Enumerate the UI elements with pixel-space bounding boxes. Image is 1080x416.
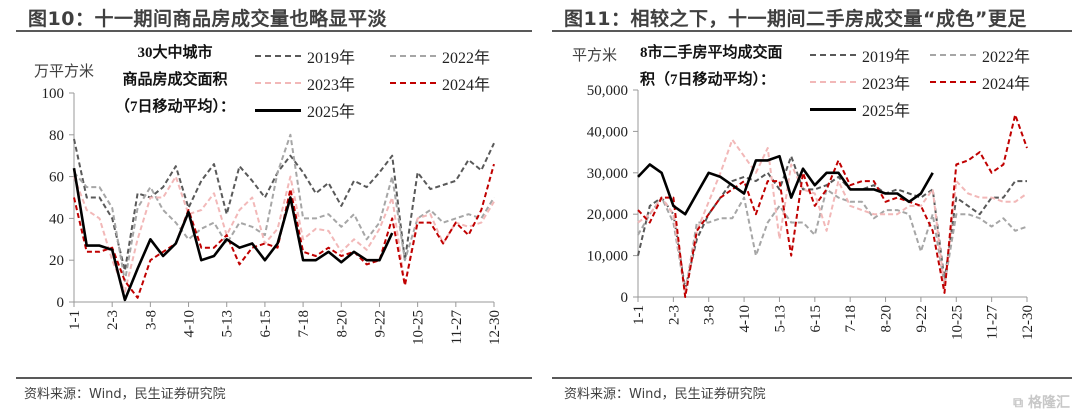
legend-label: 2024年 <box>982 76 1031 93</box>
chart-right: 0 10,000 20,000 30,000 40,000 50,000 1-1 2-3 3-8… <box>587 83 1036 340</box>
legend-label: 2023年 <box>307 77 356 94</box>
legend-swatch <box>810 54 856 56</box>
source-note: 资料来源：Wind，民生证券研究院 <box>24 387 226 402</box>
x-tick-label: 7-18 <box>296 310 312 338</box>
legend-2022: 2022年 <box>390 44 490 68</box>
x-tick-label: 11-27 <box>449 310 465 345</box>
legend-swatch <box>255 82 301 84</box>
x-tick-label: 9-22 <box>914 305 930 333</box>
legend-2024: 2024年 <box>390 71 490 95</box>
x-tick-label: 6-15 <box>258 310 274 338</box>
legend-2024: 2024年 <box>930 70 1030 94</box>
series-line-2024 <box>637 113 1028 298</box>
x-tick-label: 4-10 <box>737 305 753 333</box>
y-axis-unit: 平方米 <box>572 46 618 64</box>
series-line-2025 <box>72 167 394 302</box>
legend-swatch <box>255 108 301 112</box>
legend-2019: 2019年 <box>810 43 910 67</box>
title-divider <box>552 30 1072 32</box>
series-line-2023 <box>73 175 495 293</box>
y-tick-label: 60 <box>49 170 64 186</box>
x-tick-label: 1-1 <box>67 310 83 330</box>
y-tick-label: 50,000 <box>587 83 628 99</box>
y-tick-label: 0 <box>621 290 629 306</box>
legend-2025: 2025年 <box>255 98 355 122</box>
watermark-logo: ⧉ 格隆汇 <box>1013 395 1070 411</box>
x-tick-label: 12-30 <box>487 310 503 345</box>
legend-label: 2024年 <box>442 77 491 94</box>
footer-divider <box>552 377 1072 379</box>
y-tick-label: 80 <box>49 128 64 144</box>
x-tick-label: 8-20 <box>334 310 350 338</box>
desc-line: 8市二手房平均成交面 <box>640 45 783 61</box>
x-tick-label: 4-10 <box>182 310 198 338</box>
desc-line: 商品房成交面积 <box>122 72 228 88</box>
legend-swatch <box>390 82 436 84</box>
y-tick-label: 30,000 <box>587 166 628 182</box>
x-tick-label: 5-13 <box>772 305 788 333</box>
legend-swatch <box>930 54 976 56</box>
x-tick-label: 1-1 <box>631 305 647 325</box>
series-line-2025 <box>637 154 934 216</box>
legend-label: 2022年 <box>982 49 1031 66</box>
desc-line: （7日移动平均）： <box>115 99 236 115</box>
chart-left: 0 20 40 60 80 100 1-1 2-3 3-8 4-10 5-13 6-15 7-18 8-2… <box>42 86 504 345</box>
watermark-text: 格隆汇 <box>1028 395 1070 411</box>
x-tick-label: 9-22 <box>372 310 388 338</box>
y-tick-label: 40,000 <box>587 124 628 140</box>
footer-divider <box>16 377 532 379</box>
y-tick-label: 40 <box>49 211 64 227</box>
legend-swatch <box>255 55 301 57</box>
legend-swatch <box>810 107 856 111</box>
x-tick-label: 10-25 <box>949 305 965 340</box>
x-tick-label: 12-30 <box>1020 305 1036 340</box>
y-tick-label: 0 <box>57 295 65 311</box>
x-tick-label: 7-18 <box>843 305 859 333</box>
y-tick-label: 20,000 <box>587 207 628 223</box>
y-axis-unit: 万平方米 <box>34 62 95 80</box>
series-line-2019 <box>637 155 1027 290</box>
legend-swatch <box>810 81 856 83</box>
chart-description: 8市二手房平均成交面 积（7日移动平均）： <box>640 40 783 94</box>
x-tick-label: 5-13 <box>220 310 236 338</box>
legend-2022: 2022年 <box>930 43 1030 67</box>
desc-line: 积（7日移动平均）： <box>640 72 776 88</box>
legend-label: 2019年 <box>307 50 356 67</box>
x-tick-label: 6-15 <box>808 305 824 333</box>
legend-label: 2019年 <box>862 49 911 66</box>
x-tick-label: 3-8 <box>702 305 718 325</box>
source-note: 资料来源：Wind，民生证券研究院 <box>564 387 766 402</box>
series-line-2024 <box>73 163 495 299</box>
x-tick-label: 11-27 <box>985 305 1001 340</box>
x-tick-label: 2-3 <box>105 310 121 330</box>
legend-swatch <box>390 55 436 57</box>
series-line-2023 <box>637 138 1028 294</box>
x-tick-label: 10-25 <box>411 310 427 345</box>
chart-description: 30大中城市 商品房成交面积 （7日移动平均）： <box>115 40 235 121</box>
legend-label: 2025年 <box>307 104 356 121</box>
x-tick-label: 8-20 <box>879 305 895 333</box>
left-figure: 图10：十一期间商品房成交量也略显平淡 0 20 40 60 80 100 1-1 2-3 3-… <box>16 8 532 402</box>
legend-label: 2022年 <box>442 50 491 67</box>
title-divider <box>16 30 532 32</box>
legend-swatch <box>930 81 976 83</box>
legend-2025: 2025年 <box>810 97 910 121</box>
legend-label: 2023年 <box>862 76 911 93</box>
figure-title: 图11：相较之下，十一期间二手房成交量“成色”更足 <box>564 8 1027 30</box>
y-tick-label: 20 <box>49 253 64 269</box>
series-line-2022 <box>73 133 495 283</box>
figure-title: 图10：十一期间商品房成交量也略显平淡 <box>28 8 387 30</box>
y-tick-label: 100 <box>42 86 65 102</box>
series-line-2019 <box>73 138 495 272</box>
y-tick-label: 10,000 <box>587 249 628 265</box>
legend-2023: 2023年 <box>810 70 910 94</box>
legend-2019: 2019年 <box>255 44 355 68</box>
legend-2023: 2023年 <box>255 71 355 95</box>
right-figure: 图11：相较之下，十一期间二手房成交量“成色”更足 0 10,000 20,000 3… <box>540 0 1080 416</box>
x-tick-label: 2-3 <box>666 305 682 325</box>
legend-label: 2025年 <box>862 103 911 120</box>
x-tick-label: 3-8 <box>143 310 159 330</box>
desc-line: 30大中城市 <box>137 45 213 61</box>
